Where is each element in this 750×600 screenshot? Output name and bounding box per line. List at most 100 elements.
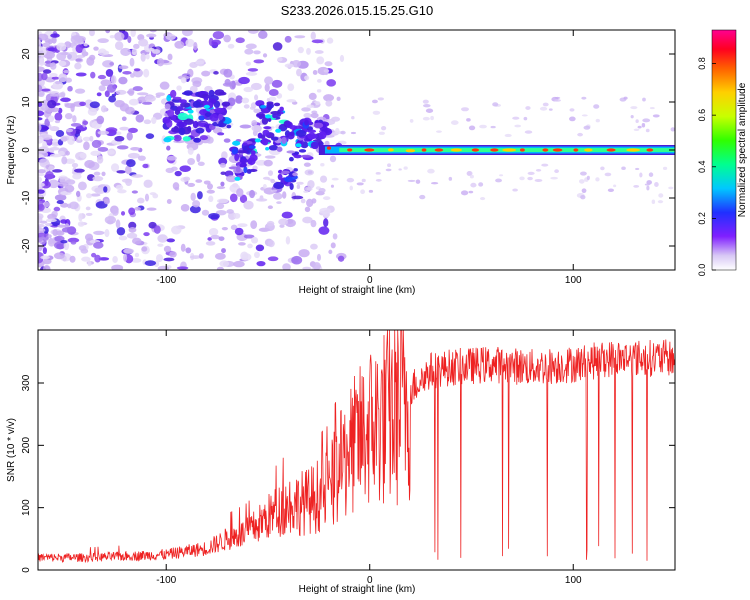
spectrogram-blob (579, 179, 585, 184)
spectrogram-blob (126, 132, 133, 141)
spectrogram-blob (121, 116, 127, 121)
spectrogram-blob (223, 34, 231, 43)
spectrogram-blob (75, 72, 87, 77)
spectrogram-blob (126, 159, 136, 168)
spectrogram-blob (58, 150, 65, 156)
spectrogram-blob (65, 150, 70, 156)
spectrogram-blob (48, 165, 55, 171)
spectrogram-blob (50, 33, 60, 38)
spectrogram-blob (110, 163, 120, 172)
spectrogram-blob (206, 189, 215, 194)
spectrogram-blob (69, 255, 76, 263)
spectrogram-blob (381, 125, 387, 131)
spectrogram-blob (212, 127, 223, 134)
spectrogram-blob (82, 136, 91, 142)
spectrogram-blob (57, 224, 67, 228)
spectrogram-blob (261, 116, 269, 125)
spectrogram-blob (324, 61, 333, 67)
ridge-hotspot (326, 146, 332, 150)
spectrogram-blob (79, 152, 87, 159)
spectrogram-blob (108, 95, 117, 103)
ridge-hotspot (434, 148, 444, 152)
spectrogram-blob (227, 43, 235, 49)
spectrogram-blob (296, 68, 302, 77)
spectrogram-blob (233, 260, 245, 268)
spectrogram-blob (38, 173, 45, 177)
spectrogram-blob (198, 253, 204, 259)
ridge-hotspot (646, 148, 654, 152)
spectrogram-blob (203, 96, 209, 102)
spectrogram-blob (93, 46, 99, 51)
spectrogram-blob (104, 215, 117, 225)
y-tick-label: -10 (21, 190, 32, 205)
spectrogram-blob (527, 171, 535, 176)
spectrogram-blob (155, 92, 166, 97)
spectrogram-blob (38, 204, 45, 211)
spectrogram-blob (203, 180, 211, 185)
spectrogram-blob (180, 243, 186, 252)
spectrogram-blob (64, 103, 76, 109)
spectrogram-blob (267, 256, 279, 262)
spectrogram-blob (243, 166, 248, 174)
spectrogram-blob (123, 253, 128, 262)
spectrogram-blob (239, 194, 248, 204)
spectrogram-blob (304, 75, 310, 81)
spectrogram-blob (319, 192, 324, 196)
cluster-hotspot (275, 128, 282, 133)
cluster-hotspot (203, 104, 210, 109)
spectrogram-blob (323, 218, 329, 228)
spectrogram-blob (534, 178, 543, 183)
spectrogram-blob (550, 176, 558, 180)
spectrogram-blob (295, 129, 307, 137)
spectrogram-blob (313, 122, 324, 129)
spectrogram-blob (244, 48, 254, 55)
spectrogram-blob (330, 242, 336, 249)
spectrogram-blob (143, 68, 150, 78)
ridge-hotspot (573, 148, 579, 152)
y-tick-label: -20 (21, 238, 32, 253)
spectrogram-blob (251, 120, 258, 126)
spectrogram-blob (87, 108, 98, 116)
spectrogram-blob (525, 106, 531, 110)
spectrogram-blob (54, 112, 63, 121)
spectrogram-blob (61, 156, 68, 165)
spectrogram-blob (58, 92, 66, 98)
spectrogram-blob (38, 182, 45, 188)
spectrogram-blob (256, 260, 266, 267)
spectrogram-blob (58, 182, 69, 187)
spectrogram-blob (217, 132, 225, 136)
spectrogram-blob (267, 239, 275, 248)
spectrogram-blob (273, 192, 283, 200)
spectrogram-blob (165, 33, 176, 41)
spectrogram-blob (198, 115, 205, 121)
y-tick-label: 0 (21, 567, 32, 573)
spectrogram-blob (492, 102, 499, 107)
spectrogram-blob (218, 157, 228, 166)
spectrogram-blob (134, 206, 142, 211)
x-tick-label: -100 (156, 575, 176, 586)
spectrogram-blob (201, 70, 211, 77)
spectrogram-blob (291, 59, 302, 68)
spectrogram-blob (490, 125, 496, 129)
spectrogram-blob (276, 146, 283, 152)
spectrogram-blob (264, 155, 276, 159)
spectrogram-blob (79, 101, 86, 107)
spectrogram-blob (223, 68, 233, 78)
cluster-hotspot (295, 143, 302, 148)
spectrogram-blob (166, 145, 171, 151)
spectrogram-blob (267, 170, 274, 176)
spectrogram-blob (192, 80, 202, 88)
spectrogram-blob (645, 128, 650, 133)
spectrogram-blob (637, 125, 642, 129)
spectrogram-blob (164, 103, 171, 110)
spectrogram-blob (331, 177, 339, 181)
spectrogram-blob (71, 162, 79, 168)
spectrogram-blob (318, 226, 330, 235)
spectrogram-blob (276, 201, 282, 205)
spectrogram-blob (235, 150, 247, 154)
spectrogram-blob (64, 112, 73, 120)
spectrogram-blob (316, 79, 322, 83)
spectrogram-blob (49, 126, 60, 132)
spectrogram-blob (320, 163, 325, 167)
spectrogram-blob (105, 30, 111, 34)
